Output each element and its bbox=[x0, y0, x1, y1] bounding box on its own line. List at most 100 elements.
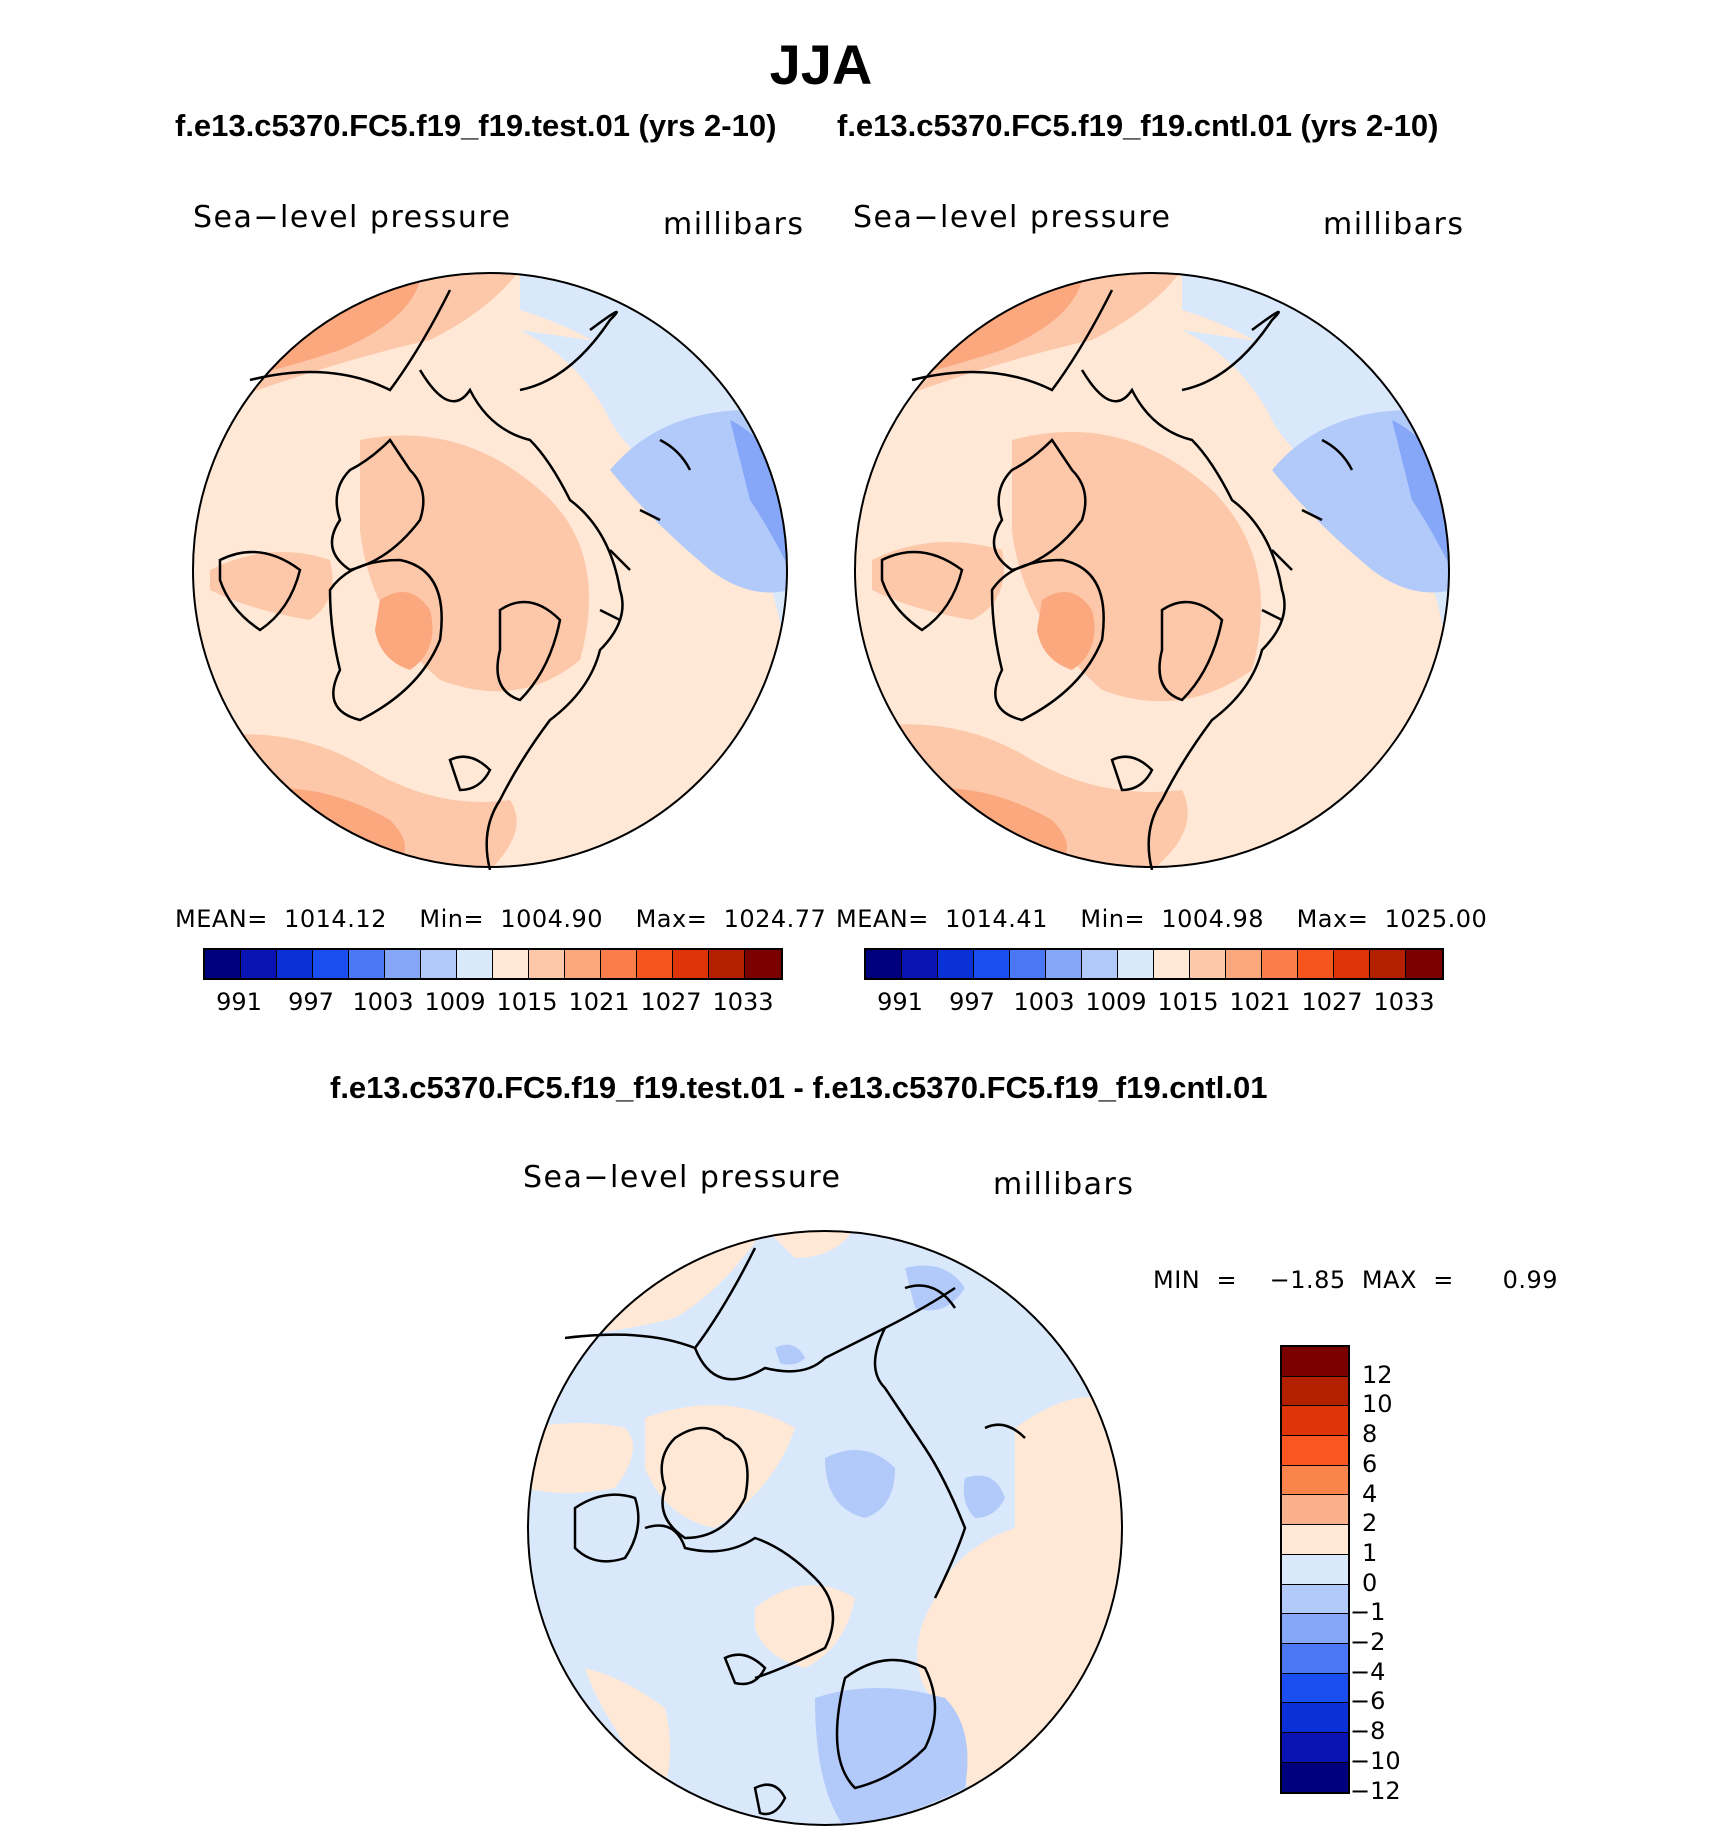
colorbar-swatch bbox=[1282, 1525, 1348, 1555]
colorbar-tick-label: 4 bbox=[1362, 1479, 1378, 1508]
difference-colorbar bbox=[1280, 1345, 1350, 1795]
colorbar-tick-label: 1033 bbox=[1373, 988, 1435, 1016]
colorbar-swatch bbox=[313, 950, 349, 978]
colorbar-tick-label: 1003 bbox=[352, 988, 414, 1016]
colorbar-swatch bbox=[1082, 950, 1118, 978]
colorbar-tick-label: −12 bbox=[1350, 1776, 1401, 1805]
test-units-label: millibars bbox=[663, 207, 805, 242]
colorbar-tick-label: 1009 bbox=[424, 988, 486, 1016]
colorbar-tick-label: 1009 bbox=[1085, 988, 1147, 1016]
test-case-title: f.e13.c5370.FC5.f19_f19.test.01 (yrs 2-1… bbox=[175, 108, 777, 143]
colorbar-swatch bbox=[1298, 950, 1334, 978]
colorbar-swatch bbox=[866, 950, 902, 978]
colorbar-swatch bbox=[1190, 950, 1226, 978]
colorbar-swatch bbox=[385, 950, 421, 978]
colorbar-swatch bbox=[421, 950, 457, 978]
colorbar-swatch bbox=[1282, 1406, 1348, 1437]
difference-colorbar-labels: 12 10 8 6 4 2 1 0 −1 −2 −4 −6 −8 −10 −12 bbox=[1350, 1345, 1436, 1825]
control-stats: MEAN= 1014.41 Min= 1004.98 Max= 1025.00 bbox=[836, 905, 1488, 933]
colorbar-tick-label: 1021 bbox=[1229, 988, 1291, 1016]
colorbar-tick-label: 997 bbox=[288, 988, 334, 1016]
colorbar-tick-label: −1 bbox=[1350, 1598, 1386, 1627]
colorbar-swatch bbox=[1262, 950, 1298, 978]
control-units-label: millibars bbox=[1323, 207, 1465, 242]
colorbar-swatch bbox=[205, 950, 241, 978]
colorbar-swatch bbox=[457, 950, 493, 978]
colorbar-swatch bbox=[1046, 950, 1082, 978]
colorbar-swatch bbox=[1282, 1643, 1348, 1674]
test-polar-map bbox=[192, 272, 788, 870]
colorbar-swatch bbox=[1282, 1673, 1348, 1704]
colorbar-tick-label: 1015 bbox=[496, 988, 558, 1016]
control-colorbar bbox=[864, 948, 1444, 980]
colorbar-tick-label: −2 bbox=[1350, 1628, 1386, 1656]
colorbar-tick-label: 997 bbox=[949, 988, 995, 1016]
colorbar-swatch bbox=[1282, 1436, 1348, 1466]
colorbar-swatch bbox=[637, 950, 673, 978]
colorbar-swatch bbox=[709, 950, 745, 978]
colorbar-tick-label: 1021 bbox=[568, 988, 630, 1016]
colorbar-tick-label: 1003 bbox=[1013, 988, 1075, 1016]
difference-units-label: millibars bbox=[993, 1167, 1135, 1202]
colorbar-swatch bbox=[1282, 1554, 1348, 1585]
colorbar-tick-label: −6 bbox=[1350, 1687, 1386, 1716]
colorbar-swatch bbox=[601, 950, 637, 978]
colorbar-tick-label: 1027 bbox=[1301, 988, 1363, 1016]
colorbar-swatch bbox=[902, 950, 938, 978]
colorbar-tick-label: −8 bbox=[1350, 1717, 1386, 1746]
colorbar-swatch bbox=[1334, 950, 1370, 978]
colorbar-swatch bbox=[1282, 1614, 1348, 1644]
colorbar-swatch bbox=[1282, 1495, 1348, 1526]
colorbar-tick-label: 6 bbox=[1362, 1449, 1378, 1478]
colorbar-tick-label: 12 bbox=[1362, 1360, 1393, 1389]
control-case-title: f.e13.c5370.FC5.f19_f19.cntl.01 (yrs 2-1… bbox=[837, 108, 1439, 143]
colorbar-tick-label: −4 bbox=[1350, 1657, 1386, 1686]
colorbar-swatch bbox=[1282, 1347, 1348, 1377]
colorbar-swatch bbox=[1118, 950, 1154, 978]
colorbar-swatch bbox=[1282, 1762, 1348, 1793]
test-variable-label: Sea−level pressure bbox=[193, 200, 512, 235]
difference-stats: MIN = −1.85 MAX = 0.99 bbox=[1153, 1266, 1559, 1294]
colorbar-tick-label: 1015 bbox=[1157, 988, 1219, 1016]
colorbar-swatch bbox=[1282, 1703, 1348, 1733]
colorbar-tick-label: 1027 bbox=[640, 988, 702, 1016]
colorbar-swatch bbox=[1154, 950, 1190, 978]
colorbar-tick-label: 991 bbox=[216, 988, 262, 1016]
colorbar-swatch bbox=[1010, 950, 1046, 978]
control-polar-map bbox=[854, 272, 1450, 870]
colorbar-swatch bbox=[1406, 950, 1442, 978]
colorbar-swatch bbox=[1282, 1465, 1348, 1496]
colorbar-swatch bbox=[565, 950, 601, 978]
colorbar-swatch bbox=[493, 950, 529, 978]
difference-title: f.e13.c5370.FC5.f19_f19.test.01 - f.e13.… bbox=[330, 1070, 1268, 1105]
colorbar-tick-label: 2 bbox=[1362, 1509, 1378, 1538]
colorbar-swatch bbox=[745, 950, 781, 978]
colorbar-tick-label: 1033 bbox=[712, 988, 774, 1016]
difference-polar-map bbox=[527, 1230, 1123, 1826]
colorbar-swatch bbox=[277, 950, 313, 978]
colorbar-swatch bbox=[673, 950, 709, 978]
colorbar-tick-label: 991 bbox=[877, 988, 923, 1016]
colorbar-swatch bbox=[1282, 1376, 1348, 1407]
colorbar-swatch bbox=[1282, 1584, 1348, 1615]
colorbar-swatch bbox=[529, 950, 565, 978]
colorbar-swatch bbox=[974, 950, 1010, 978]
colorbar-tick-label: −10 bbox=[1350, 1746, 1401, 1775]
control-variable-label: Sea−level pressure bbox=[853, 200, 1172, 235]
colorbar-swatch bbox=[1282, 1732, 1348, 1763]
control-colorbar-labels: 991 997 1003 1009 1015 1021 1027 1033 bbox=[864, 988, 1444, 1018]
test-colorbar bbox=[203, 948, 783, 980]
test-colorbar-labels: 991 997 1003 1009 1015 1021 1027 1033 bbox=[203, 988, 783, 1018]
page-title: JJA bbox=[769, 33, 873, 96]
colorbar-swatch bbox=[1226, 950, 1262, 978]
colorbar-tick-label: 10 bbox=[1362, 1390, 1393, 1419]
colorbar-tick-label: 1 bbox=[1362, 1538, 1378, 1567]
difference-variable-label: Sea−level pressure bbox=[523, 1160, 842, 1195]
colorbar-tick-label: 8 bbox=[1362, 1420, 1378, 1449]
colorbar-swatch bbox=[349, 950, 385, 978]
test-stats: MEAN= 1014.12 Min= 1004.90 Max= 1024.77 bbox=[175, 905, 827, 933]
colorbar-swatch bbox=[1370, 950, 1406, 978]
colorbar-swatch bbox=[938, 950, 974, 978]
colorbar-tick-label: 0 bbox=[1362, 1568, 1378, 1597]
colorbar-swatch bbox=[241, 950, 277, 978]
